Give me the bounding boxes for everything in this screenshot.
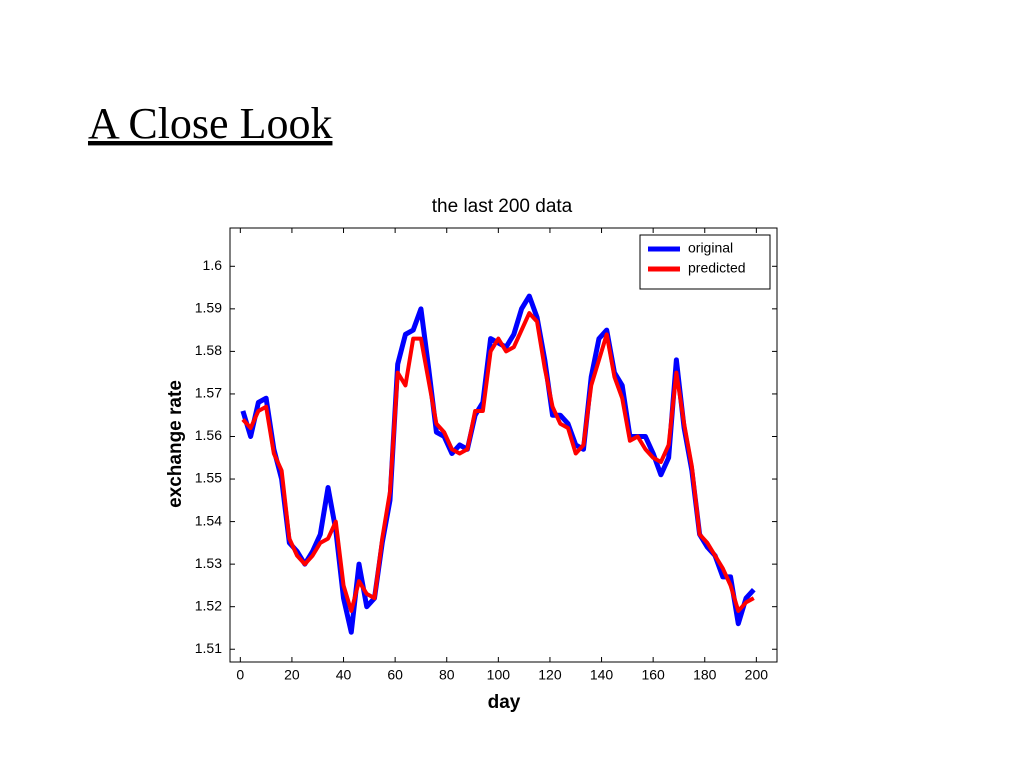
legend-label: predicted (688, 260, 746, 276)
x-tick-label: 140 (590, 667, 614, 683)
y-tick-label: 1.6 (203, 257, 223, 273)
x-tick-label: 80 (439, 667, 455, 683)
x-tick-label: 100 (487, 667, 511, 683)
y-tick-label: 1.58 (195, 342, 222, 358)
legend-label: original (688, 240, 733, 256)
x-tick-label: 20 (284, 667, 300, 683)
x-tick-label: 180 (693, 667, 717, 683)
plot-frame (229, 227, 778, 663)
series-line (241, 311, 755, 613)
x-tick-label: 60 (387, 667, 403, 683)
x-tick-label: 40 (336, 667, 352, 683)
legend-box (639, 234, 771, 290)
y-tick-label: 1.54 (195, 512, 222, 528)
y-tick-label: 1.59 (195, 300, 222, 316)
y-tick-label: 1.51 (195, 640, 222, 656)
y-tick-label: 1.53 (195, 555, 222, 571)
x-tick-label: 200 (745, 667, 769, 683)
y-tick-label: 1.57 (195, 385, 222, 401)
chart-title: the last 200 data (432, 196, 573, 217)
x-tick-label: 160 (641, 667, 665, 683)
y-axis-label: exchange rate (165, 380, 186, 508)
y-tick-label: 1.55 (195, 470, 222, 486)
y-tick-label: 1.56 (195, 427, 222, 443)
slide-title: A Close Look (88, 99, 332, 148)
series-line (240, 293, 756, 635)
x-tick-label: 0 (236, 667, 244, 683)
y-tick-label: 1.52 (195, 597, 222, 613)
x-tick-label: 120 (538, 667, 562, 683)
x-axis-label: day (488, 692, 521, 713)
